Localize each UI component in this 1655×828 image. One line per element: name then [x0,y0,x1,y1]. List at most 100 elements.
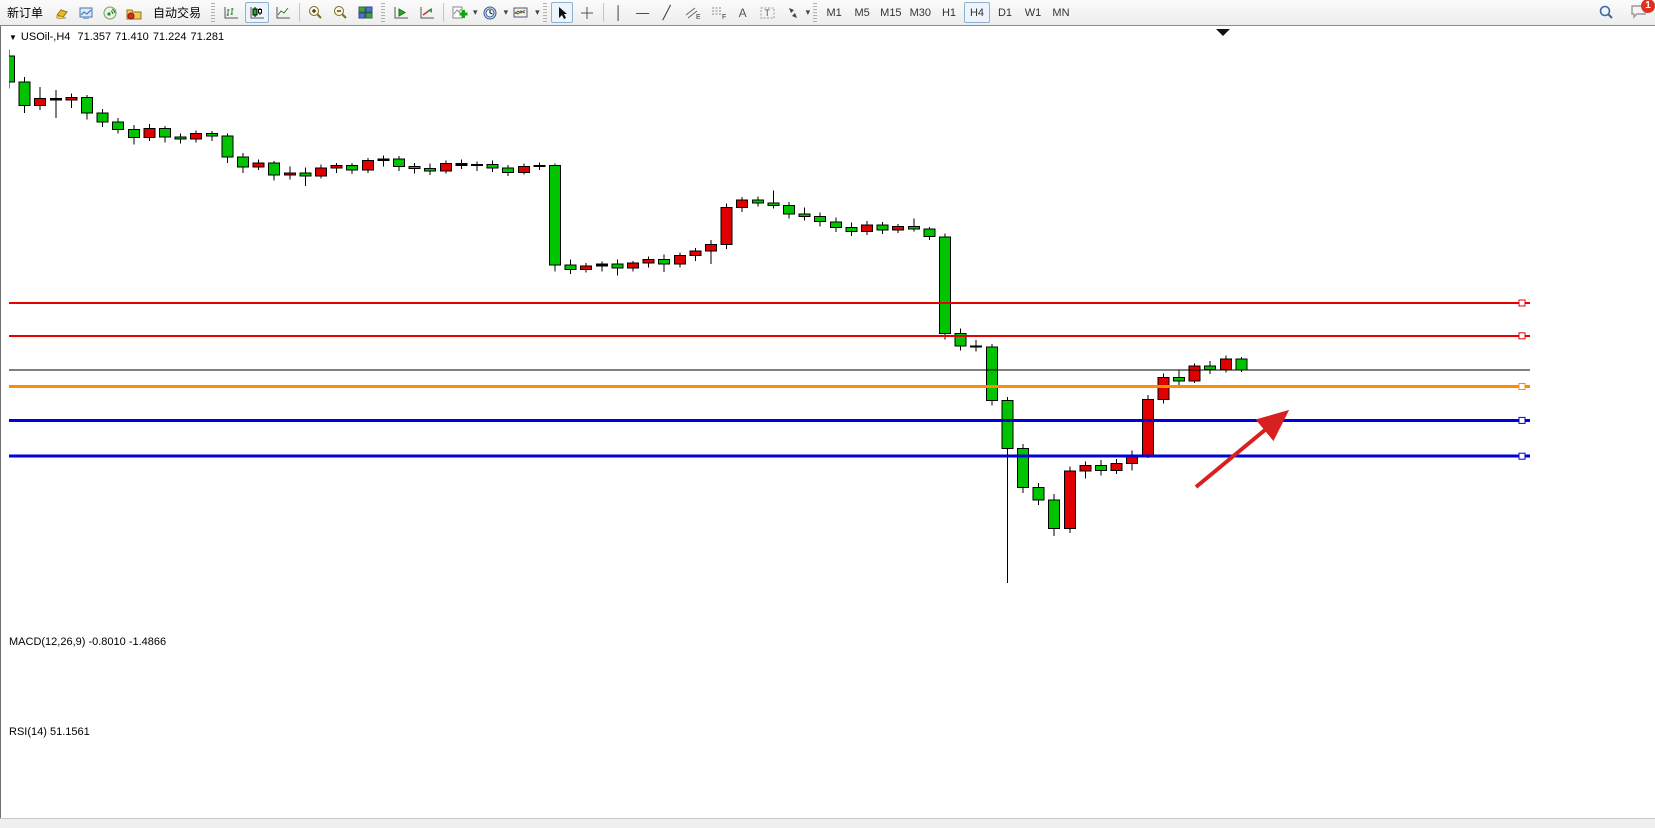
periods-clock-icon[interactable] [479,2,502,23]
timeframe-mn[interactable]: MN [1048,2,1074,23]
candles-layer [9,49,1248,584]
zoom-in-icon[interactable] [304,2,327,23]
trendline-icon[interactable]: ╱ [662,5,671,20]
candle-body [486,163,499,169]
candle-body [892,226,905,231]
candle-body [533,164,546,168]
candle-body [611,263,624,269]
candle-body [49,97,62,101]
main-toolbar: 新订单 自动交易 ▾ ▾ ▾ │ — ╱ E F A T [0,0,1655,26]
timeframe-m5[interactable]: M5 [849,2,875,23]
macd-label: MACD(12,26,9) -0.8010 -1.4866 [9,636,167,648]
notifications-button[interactable]: 1 [1629,0,1655,23]
horizontal-line-icon[interactable]: — [636,5,650,20]
candle-body [517,165,530,174]
candle-body [1110,462,1123,472]
market-watch-icon[interactable] [75,2,97,23]
gold-icon[interactable] [51,2,73,23]
hline-handle[interactable] [1518,452,1526,460]
toolbar-grip[interactable] [211,3,216,22]
zoom-out-icon[interactable] [329,2,352,23]
arrows-caret[interactable]: ▾ [805,7,811,17]
toolbar-grip[interactable] [813,3,818,22]
hline-handle[interactable] [1518,332,1526,340]
candle-body [346,164,359,171]
candle-body [736,199,749,208]
candle-body [627,262,639,269]
candle-body [549,164,561,266]
collapse-triangle-icon[interactable]: ▼ [9,33,17,42]
svg-text:T: T [764,8,770,18]
new-order-button[interactable]: 新订单 [1,2,49,23]
candle-body [1032,487,1045,501]
candle-body [767,202,780,206]
text-icon[interactable]: A [738,5,747,20]
timeframe-h1[interactable]: H1 [936,2,962,23]
candle-body [907,226,920,230]
hline-handle[interactable] [1518,299,1526,307]
cursor-icon[interactable] [550,2,573,23]
candle-body [268,162,281,176]
chart-shift-marker[interactable] [1216,29,1230,36]
signal-icon[interactable] [99,2,121,23]
candle-body [190,133,203,140]
candle-body [673,255,686,265]
ohlc-open: 71.357 [77,31,112,43]
auto-trading-icon[interactable] [123,2,145,23]
annotation-arrow[interactable] [1194,409,1290,489]
auto-scroll-icon[interactable] [415,2,439,23]
candle-body [221,135,234,158]
candle-body [439,163,452,172]
candle-body [283,172,296,176]
candlestick-chart-icon[interactable] [245,2,270,23]
candle-body [65,97,78,101]
indicators-caret[interactable]: ▾ [473,7,478,17]
candle-body [424,168,437,172]
ohlc-high: 71.410 [115,31,149,43]
candle-body [361,159,374,171]
search-icon[interactable] [1594,2,1618,23]
vertical-line-icon[interactable]: │ [614,5,623,20]
indicators-icon[interactable] [448,2,471,23]
fibonacci-icon[interactable]: F [706,2,730,23]
hline-handle[interactable] [1518,383,1526,390]
candle-body [580,265,593,270]
rsi-label: RSI(14) 51.1561 [9,726,90,738]
timeframe-w1[interactable]: W1 [1020,2,1046,23]
candle-body [18,81,31,106]
candle-body [143,127,156,139]
timeframe-h4[interactable]: H4 [963,2,990,23]
candle-body [159,127,171,138]
templates-caret[interactable]: ▾ [535,7,540,17]
arrows-icon[interactable] [782,2,804,23]
timeframe-d1[interactable]: D1 [992,2,1018,23]
tile-windows-icon[interactable] [354,2,377,23]
candle-body [393,158,405,167]
candle-body [205,133,218,137]
toolbar-grip[interactable] [542,3,547,22]
line-chart-icon[interactable] [271,2,295,23]
candle-body [829,221,842,228]
candle-body [751,199,764,204]
timeframe-m15[interactable]: M15 [877,2,904,23]
toolbar-grip[interactable] [381,3,386,22]
candle-body [1188,365,1201,382]
candle-body [1001,399,1014,449]
templates-icon[interactable] [509,2,533,23]
timeframe-m1[interactable]: M1 [821,2,847,23]
candle-body [861,224,873,232]
bar-chart-icon[interactable] [219,2,243,23]
hline-handle[interactable] [1518,416,1526,424]
candle-body [34,97,47,107]
shift-chart-icon[interactable] [389,2,413,23]
candle-body [985,346,998,401]
timeframe-m30[interactable]: M30 [907,2,934,23]
text-label-icon[interactable]: T [756,2,780,23]
equidistant-channel-icon[interactable]: E [680,2,704,23]
periods-caret[interactable]: ▾ [503,7,509,17]
crosshair-icon[interactable] [575,2,599,23]
auto-trading-button[interactable]: 自动交易 [147,2,207,23]
candle-body [845,226,858,233]
candle-body [1017,447,1029,489]
